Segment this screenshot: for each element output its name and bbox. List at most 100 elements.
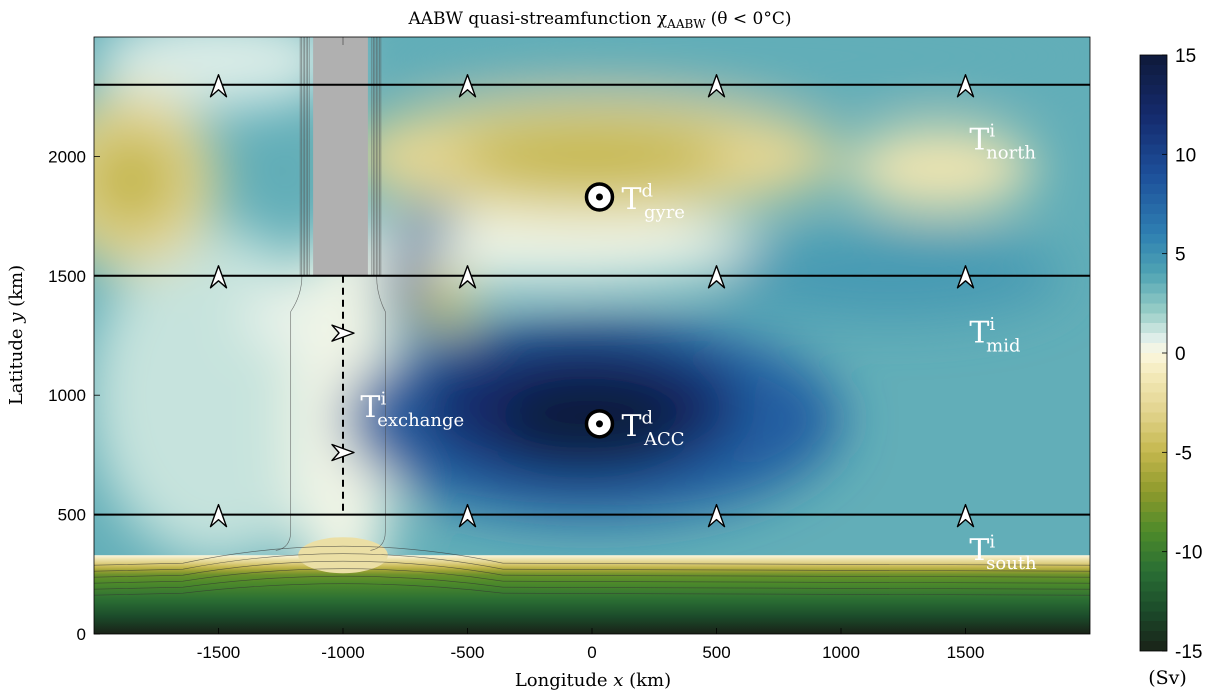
section-label-sub: south: [986, 553, 1037, 574]
field-gyre-edge: [318, 208, 767, 286]
contour-lines: [94, 275, 1090, 596]
y-axis-label-text: Latitude: [6, 323, 27, 405]
field-north-teal: [368, 37, 1090, 92]
field-low-core-1: [455, 122, 729, 191]
section-arrow: [707, 74, 726, 98]
colorbar-tick-label: -15: [1175, 642, 1202, 663]
x-tick-label: 1000: [822, 643, 860, 662]
x-tick-label: 1500: [947, 643, 985, 662]
x-tick-label: -500: [450, 643, 484, 662]
x-axis-label-unit: (km): [623, 670, 671, 691]
field-low-core-2: [432, 282, 463, 317]
transport-sections: [94, 74, 1090, 528]
title-text: AABW quasi-streamfunction χ: [407, 9, 667, 29]
section-arrow: [209, 265, 228, 289]
y-axis-label-variable: y: [6, 312, 27, 324]
section-arrow: [209, 74, 228, 98]
colorbar: 15 10 5 0 -5 -10 -15 (Sv): [1139, 46, 1202, 689]
section-arrow: [458, 265, 477, 289]
section-label-main: T: [969, 316, 989, 351]
marker-dot: [595, 193, 603, 201]
contour-line: [94, 568, 1090, 584]
x-axis: -1500 -1000 -500 0 500 1000 1500: [197, 628, 985, 662]
section-label-sup: i: [989, 531, 995, 552]
section-arrow: [458, 74, 477, 98]
x-axis-label-variable: x: [613, 670, 623, 691]
title-condition: (θ < 0°C): [711, 9, 792, 29]
colorbar-tick-label: 0: [1175, 344, 1186, 365]
section-label: Ti mid: [969, 314, 1020, 357]
x-tick-label: 0: [587, 643, 596, 662]
colorbar-tick-label: -5: [1175, 443, 1192, 464]
streamfunction-field: [94, 37, 1090, 634]
chart-title: AABW quasi-streamfunction χAABW (θ < 0°C): [407, 9, 791, 31]
section-label-main: T: [969, 533, 989, 568]
colorbar-tick-label: -10: [1175, 543, 1202, 564]
out-of-plane-markers: [584, 182, 615, 439]
colorbar-tick-label: 15: [1175, 46, 1196, 67]
exchange-label-main: T: [360, 390, 380, 425]
section-arrow: [956, 265, 975, 289]
field-northwest-pale: [94, 37, 343, 109]
title-subscript: AABW: [666, 17, 706, 31]
colorbar-unit-label: (Sv): [1148, 667, 1187, 689]
land-block: [313, 37, 368, 276]
land-block-lines: [299, 37, 382, 276]
contour-line: [370, 275, 386, 551]
section-label-sub: north: [986, 142, 1036, 163]
marker-label-sub: gyre: [644, 202, 685, 223]
field-gyre-tail: [845, 125, 1036, 212]
section-arrow: [956, 503, 975, 528]
section-label-sub: mid: [986, 336, 1020, 357]
southern-band-bump: [298, 537, 388, 574]
section-arrow: [458, 503, 477, 528]
section-label-sup: i: [989, 121, 995, 142]
y-axis: 0 500 1000 1500 2000: [48, 147, 100, 644]
y-tick-label: 0: [77, 625, 86, 644]
x-tick-label: -1500: [197, 643, 240, 662]
y-tick-label: 2000: [48, 147, 86, 166]
marker-label-main: T: [621, 182, 641, 217]
marker-label-sup: d: [641, 180, 653, 201]
section-label: Ti north: [969, 121, 1036, 164]
y-tick-label: 1500: [48, 267, 86, 286]
exchange-arrow: [331, 443, 355, 462]
section-label-sup: i: [989, 314, 995, 335]
marker-label-main: T: [621, 409, 641, 444]
field-low-core-0: [94, 130, 180, 231]
marker-label-sup: d: [641, 407, 653, 428]
contour-line: [275, 275, 303, 551]
colorbar-tick-label: 10: [1175, 145, 1196, 166]
y-tick-label: 500: [58, 506, 86, 525]
y-tick-label: 1000: [48, 386, 86, 405]
exchange-label-sub: exchange: [377, 410, 464, 431]
contour-line: [94, 575, 1090, 590]
marker-label-sub: ACC: [643, 429, 685, 450]
x-axis-label-text: Longitude: [515, 670, 613, 691]
section-label: Ti south: [969, 531, 1037, 574]
section-label-main: T: [969, 122, 989, 157]
exchange-label: Ti exchange: [360, 388, 464, 431]
x-tick-label: 500: [702, 643, 730, 662]
exchange-arrow: [331, 324, 355, 342]
contour-line: [94, 553, 1090, 572]
exchange-section: [331, 275, 355, 515]
x-tick-label: -1000: [321, 643, 364, 662]
marker-dot: [595, 420, 603, 428]
colorbar-tick-label: 5: [1175, 245, 1186, 266]
y-axis-label-unit: (km): [6, 265, 27, 313]
field-mid-pale: [243, 285, 319, 348]
field-jet-north: [422, 199, 453, 257]
contour-line: [94, 560, 1090, 578]
marker-label: Td gyre: [621, 180, 685, 223]
contour-line: [94, 545, 1090, 566]
marker-label: Td ACC: [621, 407, 684, 450]
section-arrow: [209, 503, 228, 528]
section-arrow: [707, 265, 726, 289]
y-axis-label: Latitude y (km): [6, 265, 27, 405]
contour-line: [94, 583, 1090, 596]
colorbar-ticks: 15 10 5 0 -5 -10 -15: [1162, 46, 1202, 663]
